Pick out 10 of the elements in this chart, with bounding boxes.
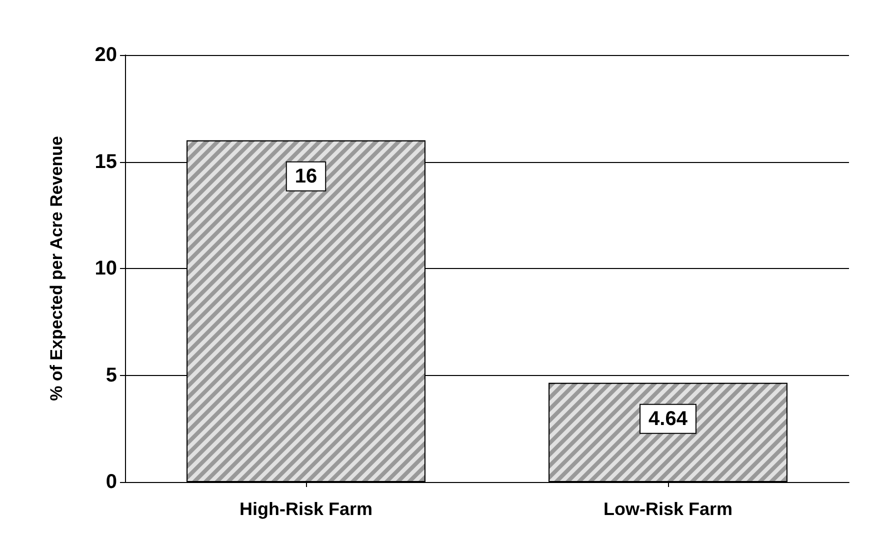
data-label: 4.64 <box>648 408 688 430</box>
y-tick-label: 15 <box>94 150 117 173</box>
y-tick-label: 20 <box>94 44 117 66</box>
x-tick-label: Low-Risk Farm <box>603 499 733 519</box>
data-label: 16 <box>294 165 318 188</box>
y-axis-title: % of Expected per Acre Revenue <box>47 136 66 401</box>
y-tick-label: 10 <box>94 258 117 280</box>
y-tick-label: 5 <box>106 364 117 386</box>
y-tick-label: 0 <box>106 471 117 493</box>
x-tick-label: High-Risk Farm <box>239 499 373 519</box>
